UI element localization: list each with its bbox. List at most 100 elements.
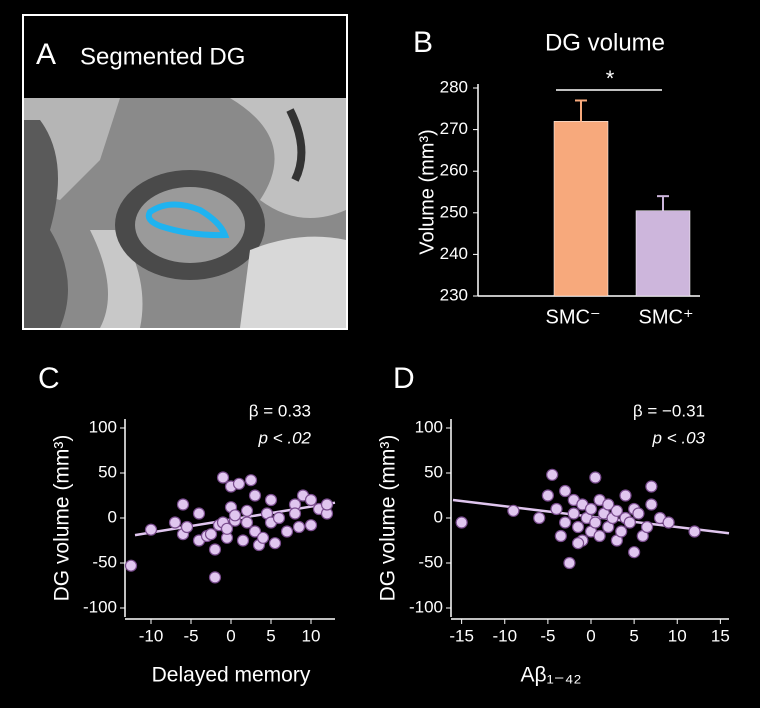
y-tick-label: 280 [440, 77, 468, 96]
point [571, 520, 585, 534]
point [546, 468, 559, 481]
point [550, 502, 563, 516]
point [593, 529, 606, 543]
point [571, 537, 585, 550]
y-tick-label: 240 [440, 244, 468, 263]
y-tick-label: 0 [108, 507, 117, 526]
point [628, 546, 641, 559]
x-axis-label: Aβ₁₋₄₂ [521, 664, 582, 687]
y-tick-label: 230 [440, 285, 468, 304]
point [248, 525, 262, 538]
point [240, 516, 254, 529]
x-tick-label: 0 [226, 626, 235, 645]
x-axis-label: Delayed memory [152, 664, 311, 687]
bar [553, 121, 609, 297]
y-axis-label: DG volume (mm³) [377, 435, 400, 602]
x-tick-label: 10 [302, 626, 321, 645]
point [204, 528, 218, 541]
point [632, 507, 645, 520]
x-tick-label: -5 [183, 626, 198, 645]
x-tick-label: -10 [492, 626, 517, 645]
x-tick-label: SMC⁺ [639, 306, 694, 328]
annotation: p < .02 [258, 428, 312, 447]
panel-letter: D [393, 362, 415, 395]
y-axis-label: Volume (mm³) [416, 129, 438, 255]
point [220, 522, 234, 535]
point [507, 504, 520, 517]
x-tick-label: 0 [586, 626, 595, 645]
point [144, 523, 158, 536]
x-tick-label: -10 [139, 626, 164, 645]
point [248, 489, 262, 502]
y-tick-label: 50 [98, 462, 117, 481]
point [244, 474, 258, 487]
y-tick-label: 250 [440, 202, 468, 221]
point [216, 471, 230, 484]
point [264, 493, 278, 507]
x-tick-label: -15 [449, 626, 474, 645]
panel-title: Segmented DG [80, 43, 245, 70]
point [304, 519, 318, 532]
point [240, 504, 254, 517]
y-tick-label: 50 [424, 462, 443, 481]
point [236, 534, 250, 547]
point [662, 516, 675, 529]
point [619, 489, 632, 502]
point [208, 571, 222, 584]
point [272, 511, 286, 525]
point [559, 516, 572, 529]
x-tick-label: 5 [629, 626, 638, 645]
bar [635, 210, 691, 297]
point [168, 516, 182, 529]
point [688, 525, 701, 538]
panel-letter: B [413, 26, 433, 59]
point [455, 516, 468, 529]
point [645, 480, 658, 493]
point [640, 520, 654, 534]
point [288, 507, 302, 520]
point [256, 531, 270, 544]
annotation: β = 0.33 [249, 401, 311, 420]
point [567, 507, 580, 520]
y-tick-label: -50 [92, 552, 117, 571]
point [304, 493, 318, 507]
x-tick-label: 10 [668, 626, 687, 645]
point [623, 516, 636, 529]
point [208, 543, 222, 556]
point [228, 509, 242, 522]
point [232, 477, 246, 490]
x-tick-label: 5 [266, 626, 275, 645]
point [268, 537, 282, 550]
y-tick-label: -50 [418, 552, 443, 571]
point [584, 502, 598, 516]
point [541, 489, 554, 502]
y-tick-label: 0 [434, 507, 443, 526]
point [589, 471, 602, 484]
point [589, 516, 602, 529]
point [320, 498, 334, 511]
point [180, 520, 194, 534]
point [554, 529, 567, 543]
significance: * [606, 66, 615, 91]
point [280, 525, 294, 538]
y-tick-label: 270 [440, 119, 468, 138]
point [615, 525, 628, 538]
y-tick-label: 100 [415, 417, 443, 436]
y-tick-label: 260 [440, 161, 468, 180]
chart-title: DG volume [545, 29, 665, 56]
y-tick-label: -100 [409, 597, 443, 616]
y-tick-label: 100 [89, 417, 117, 436]
x-tick-label: -5 [540, 626, 555, 645]
point [124, 559, 138, 572]
point [645, 498, 658, 511]
point [292, 520, 306, 534]
x-tick-label: SMC⁻ [546, 306, 601, 328]
point [176, 498, 190, 511]
point [559, 484, 572, 498]
point [610, 504, 623, 517]
annotation: β = −0.31 [633, 401, 705, 420]
point [563, 556, 576, 570]
panel-letter: C [38, 362, 60, 395]
